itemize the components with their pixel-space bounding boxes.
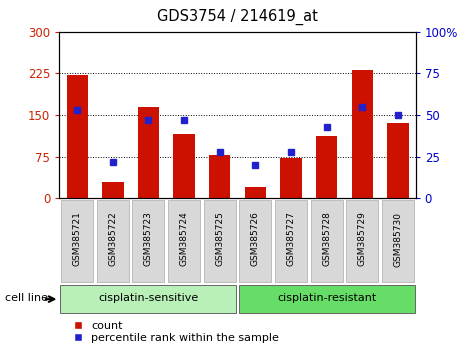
Text: GSM385729: GSM385729 [358,212,367,267]
Text: cell line: cell line [5,293,48,303]
FancyBboxPatch shape [168,200,200,281]
FancyBboxPatch shape [97,200,129,281]
FancyBboxPatch shape [346,200,378,281]
Bar [102,182,124,198]
Bar [173,135,195,198]
Text: GSM385725: GSM385725 [215,212,224,267]
Text: GSM385722: GSM385722 [108,212,117,267]
Bar [66,75,88,198]
Bar [280,158,302,198]
FancyBboxPatch shape [133,200,164,281]
FancyBboxPatch shape [311,200,342,281]
FancyBboxPatch shape [275,200,307,281]
Text: GSM385730: GSM385730 [393,212,402,267]
Text: GSM385726: GSM385726 [251,212,260,267]
Bar [352,70,373,198]
Text: GSM385728: GSM385728 [322,212,331,267]
Bar [316,136,337,198]
Text: GSM385727: GSM385727 [286,212,295,267]
Bar [138,107,159,198]
Legend: count, percentile rank within the sample: count, percentile rank within the sample [74,321,279,343]
Bar [245,187,266,198]
Text: GDS3754 / 214619_at: GDS3754 / 214619_at [157,9,318,25]
FancyBboxPatch shape [60,285,237,314]
Text: cisplatin-sensitive: cisplatin-sensitive [98,293,199,303]
Text: cisplatin-resistant: cisplatin-resistant [277,293,376,303]
FancyBboxPatch shape [238,285,415,314]
FancyBboxPatch shape [204,200,236,281]
FancyBboxPatch shape [61,200,93,281]
Text: GSM385721: GSM385721 [73,212,82,267]
FancyBboxPatch shape [239,200,271,281]
Bar [209,155,230,198]
Text: GSM385724: GSM385724 [180,212,189,267]
FancyBboxPatch shape [382,200,414,281]
Bar [387,124,408,198]
Text: GSM385723: GSM385723 [144,212,153,267]
